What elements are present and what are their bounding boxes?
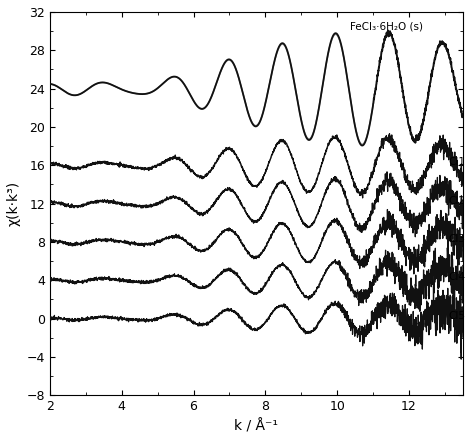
Text: FeCl₃·6H₂O (s): FeCl₃·6H₂O (s) bbox=[350, 21, 423, 31]
Y-axis label: χ(k·k³): χ(k·k³) bbox=[7, 181, 21, 226]
X-axis label: k / Å⁻¹: k / Å⁻¹ bbox=[234, 418, 278, 433]
Text: Cl4: Cl4 bbox=[448, 272, 465, 282]
Text: Cl3: Cl3 bbox=[448, 234, 465, 244]
Text: Cl1: Cl1 bbox=[448, 158, 465, 167]
Text: Cl5: Cl5 bbox=[448, 311, 465, 321]
Text: Cl2: Cl2 bbox=[448, 196, 465, 205]
